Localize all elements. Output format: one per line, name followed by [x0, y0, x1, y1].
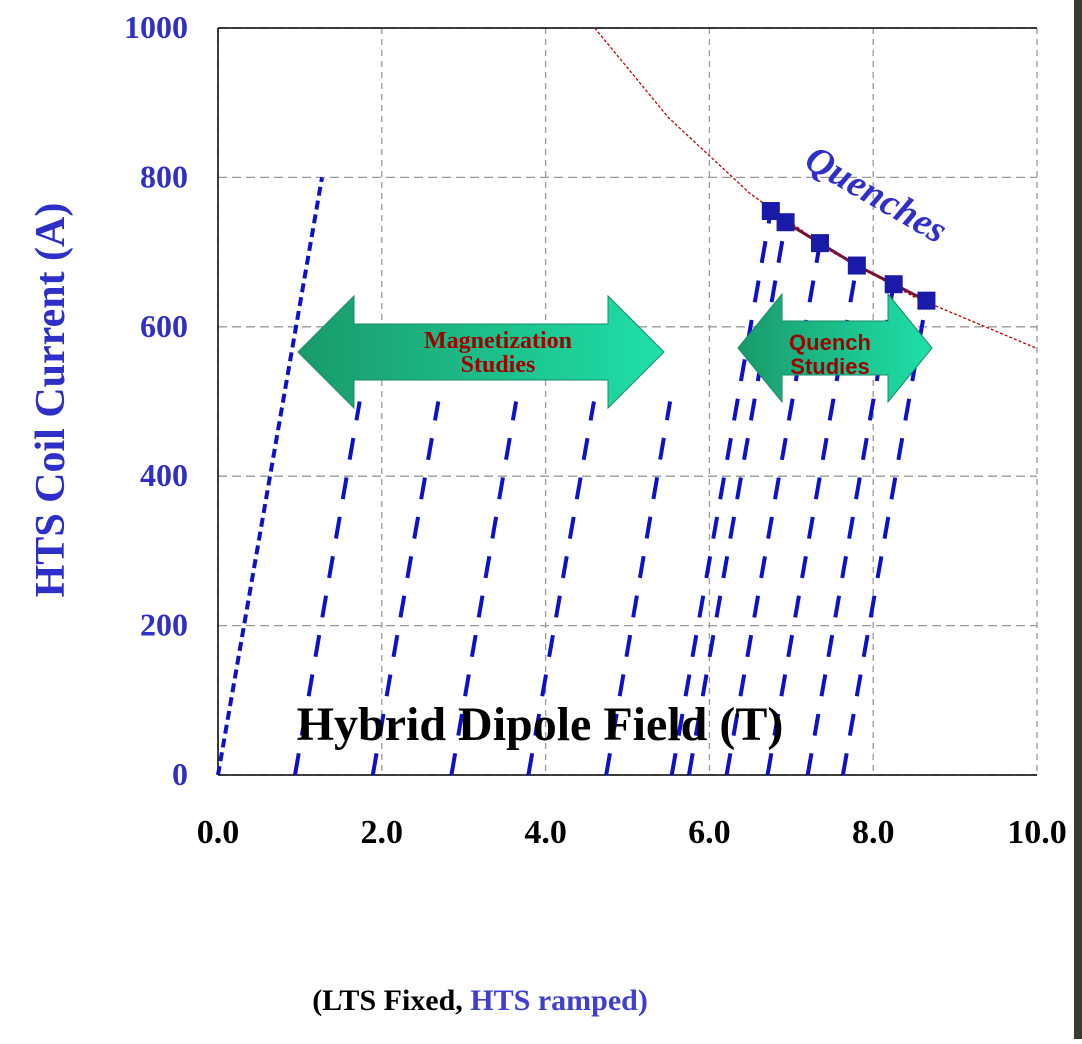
- y-tick-label: 0: [172, 756, 188, 792]
- x-tick-label: 0.0: [197, 814, 240, 851]
- y-axis-label: HTS Coil Current (A): [28, 203, 74, 598]
- ramp-line: [765, 265, 859, 776]
- quench-point: [761, 202, 780, 221]
- photo-edge: [1074, 0, 1082, 1039]
- y-tick-label: 800: [140, 158, 188, 194]
- quench-point: [776, 213, 795, 232]
- x-tick-label: 8.0: [852, 814, 895, 851]
- y-tick-label: 400: [140, 457, 188, 493]
- y-tick-label: 1000: [124, 9, 188, 45]
- quench-point: [917, 291, 936, 310]
- arrow: [737, 292, 933, 404]
- footnote-part: HTS ramped): [470, 984, 648, 1017]
- footnote-part: (LTS Fixed,: [312, 984, 470, 1017]
- ramp-line: [669, 210, 773, 776]
- annotation: Studies: [790, 354, 869, 379]
- annotation: Magnetization: [424, 328, 572, 354]
- y-tick-label: 600: [140, 308, 188, 344]
- x-tick-label: 4.0: [524, 814, 567, 851]
- x-tick-label: 6.0: [688, 814, 731, 851]
- ramp-line: [686, 221, 788, 776]
- ramp-line: [840, 300, 929, 776]
- ramp-line: [216, 177, 324, 776]
- y-tick-label: 200: [140, 607, 188, 643]
- annotation: Quench: [789, 330, 871, 355]
- limit-curve: [594, 27, 1038, 350]
- annotation: Studies: [461, 352, 536, 378]
- quench-point: [884, 275, 903, 294]
- quench-point: [810, 234, 829, 253]
- footnote: (LTS Fixed, HTS ramped): [312, 984, 648, 1017]
- arrow: [297, 294, 665, 410]
- quench-point: [847, 256, 866, 275]
- x-tick-label: 10.0: [1007, 814, 1067, 851]
- x-tick-label: 2.0: [361, 814, 404, 851]
- x-axis-label: Hybrid Dipole Field (T): [297, 698, 784, 751]
